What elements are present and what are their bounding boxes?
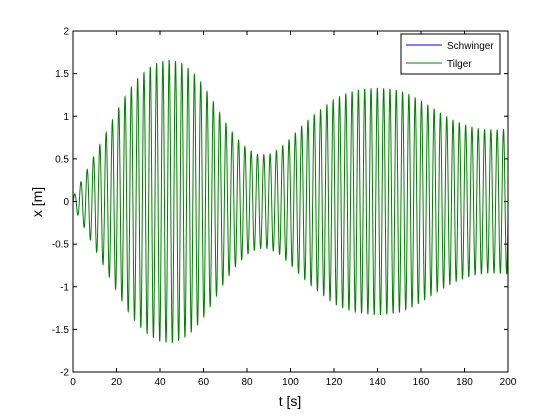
y-tick-label: 1 — [63, 112, 69, 123]
x-axis-label: t [s] — [279, 393, 302, 409]
axes-box — [72, 30, 509, 373]
x-tick-label: 40 — [154, 377, 166, 388]
y-tick-label: -2 — [60, 368, 69, 379]
y-tick-label: -1 — [60, 282, 69, 293]
series-line-tilger — [72, 59, 509, 344]
x-tick-label: 100 — [282, 377, 299, 388]
y-tick-label: 1.5 — [55, 69, 69, 80]
y-tick-label: -1.5 — [52, 325, 70, 336]
legend-label-tilger: Tilger — [447, 59, 472, 70]
series-layer — [72, 59, 509, 344]
x-tick-label: 160 — [413, 377, 430, 388]
x-tick-label: 120 — [326, 377, 343, 388]
x-tick-label: 180 — [456, 377, 473, 388]
legend-label-schwinger: Schwinger — [447, 41, 494, 52]
x-tick-label: 140 — [369, 377, 386, 388]
y-tick-label: 0 — [63, 197, 69, 208]
x-tick-label: 20 — [111, 377, 123, 388]
x-tick-label: 200 — [500, 377, 517, 388]
y-axis-label: x [m] — [29, 187, 45, 217]
y-tick-label: -0.5 — [52, 240, 70, 251]
x-tick-label: 80 — [241, 377, 253, 388]
legend: Schwinger Tilger — [400, 33, 501, 75]
x-tick-label: 60 — [198, 377, 210, 388]
legend-box — [400, 33, 501, 75]
tick-layer: 0 20 40 60 80 100 120 140 160 180 200-2-1.5-1-0.50… — [52, 27, 517, 389]
y-tick-label: 0.5 — [55, 154, 69, 165]
y-tick-label: 2 — [63, 27, 69, 38]
x-tick-label: 0 — [70, 377, 76, 388]
